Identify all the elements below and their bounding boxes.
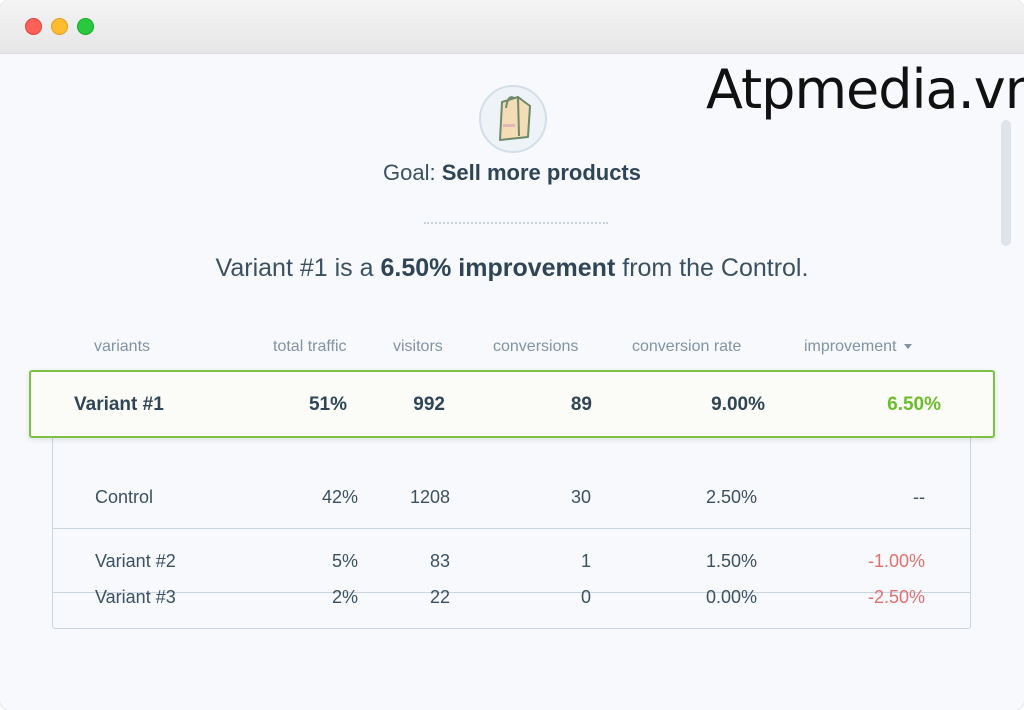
variant-name: Variant #3 [95,587,176,607]
total-traffic-value: 5% [331,551,358,571]
headline-part1: Variant #1 is a [215,254,374,282]
conversions-value: 89 [570,394,592,415]
total-traffic-value: 51% [308,394,347,415]
column-header-variants[interactable]: variants [94,338,151,355]
improvement-header-label: improvement [804,338,897,355]
shopping-bag-icon [479,85,547,153]
column-header-conversions[interactable]: conversions [493,338,579,355]
improvement-value: -2.50% [867,587,925,607]
column-header-visitors[interactable]: visitors [393,338,443,355]
goal-name: Sell more products [441,160,641,185]
conversion-rate-value: 9.00% [711,394,765,415]
variants-table: Control 42% 1208 30 2.50% -- Variant #2 … [52,400,971,629]
headline-part2: from the Control. [622,254,809,282]
vertical-scrollbar[interactable] [1001,120,1011,246]
variant-name: Variant #2 [95,551,176,571]
table-row-variant-3-content[interactable]: Variant #3 2% 22 0 0.00% -2.50% [53,565,970,629]
visitors-value: 22 [429,587,450,607]
title-bar [0,0,1024,54]
visitors-value: 1208 [409,487,450,507]
total-traffic-value: 2% [331,587,358,607]
goal-prefix: Goal: [383,160,436,185]
conversions-value: 30 [570,487,591,507]
column-header-total-traffic[interactable]: total traffic [273,338,347,355]
column-header-conversion-rate[interactable]: conversion rate [632,338,742,355]
conversion-rate-value: 2.50% [705,487,757,507]
winner-row-variant-1[interactable]: Variant #1 51% 992 89 9.00% 6.50% [29,370,995,438]
conversions-value: 0 [580,587,591,607]
close-window-button[interactable] [25,18,42,35]
minimize-window-button[interactable] [51,18,68,35]
column-header-improvement[interactable]: improvement [804,338,913,356]
table-header: variants total traffic visitors conversi… [0,338,1024,362]
conversions-value: 1 [580,551,591,571]
improvement-value: -1.00% [867,551,925,571]
table-row-variant-2[interactable]: Variant #2 5% 83 1 1.50% -1.00% [53,529,970,593]
total-traffic-value: 42% [321,487,358,507]
watermark-logo: Atpmedia.vn [706,58,1024,121]
conversion-rate-value: 1.50% [705,551,757,571]
goal-title: Goal: Sell more products [0,160,1024,186]
table-row-control[interactable]: Control 42% 1208 30 2.50% -- [53,465,970,529]
visitors-value: 992 [413,394,445,415]
maximize-window-button[interactable] [77,18,94,35]
sort-caret-icon [904,344,913,350]
improvement-value: 6.50% [887,394,941,415]
headline-improvement: 6.50% improvement [380,254,616,282]
result-headline: Variant #1 is a 6.50% improvement from t… [0,254,1024,283]
improvement-value: -- [913,487,925,507]
variant-name: Control [95,487,154,507]
dotted-divider [424,222,608,224]
visitors-value: 83 [429,551,450,571]
variant-name: Variant #1 [74,394,164,415]
conversion-rate-value: 0.00% [705,587,757,607]
